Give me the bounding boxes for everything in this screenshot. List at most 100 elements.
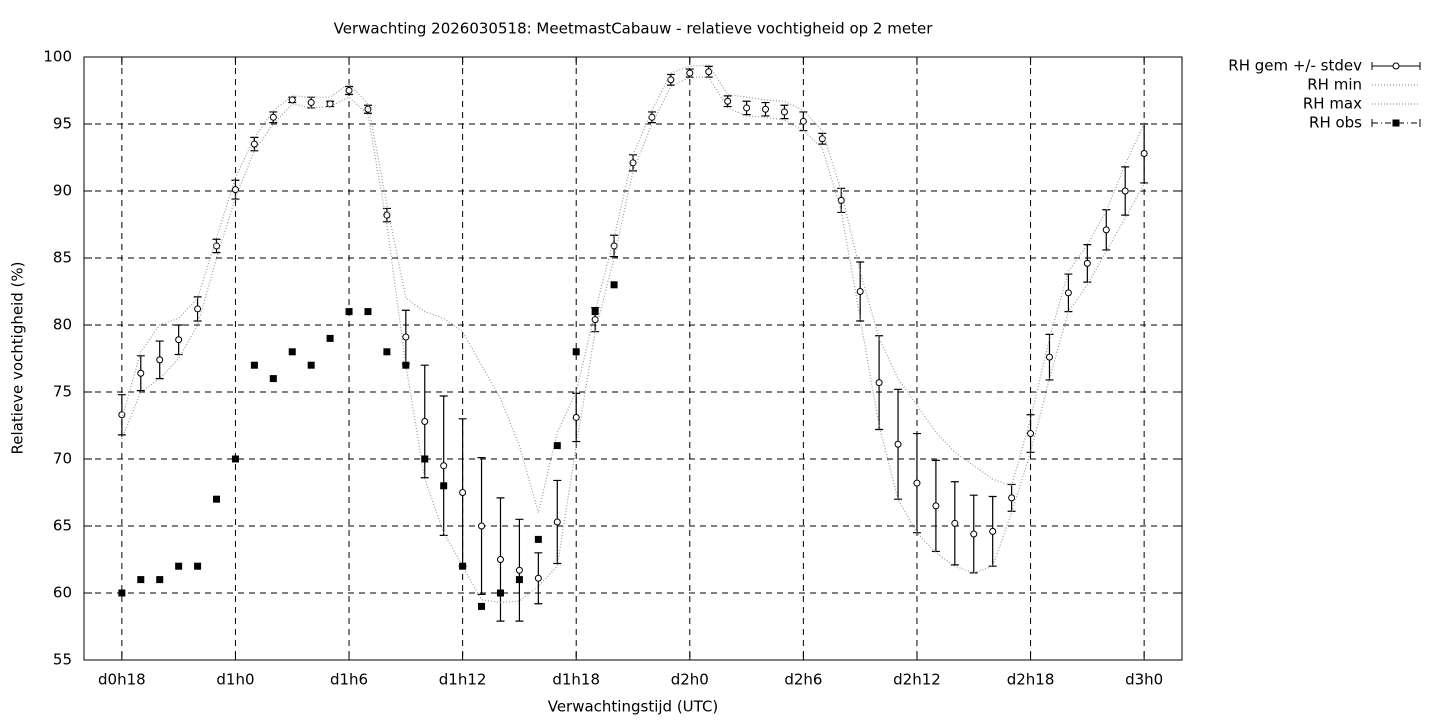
obs-point: [213, 495, 221, 503]
mean-point: [837, 196, 845, 204]
y-tick-label: 70: [53, 450, 72, 468]
mean-point: [175, 336, 183, 344]
mean-point: [743, 104, 751, 112]
obs-point: [156, 576, 164, 584]
mean-point: [856, 288, 864, 295]
legend-label: RH min: [1307, 76, 1362, 94]
mean-point: [591, 316, 599, 324]
obs-point: [345, 308, 353, 316]
legend-sample: [1392, 62, 1400, 70]
obs-point: [534, 535, 542, 543]
obs-point: [307, 361, 315, 369]
chart-title: Verwachting 2026030518: MeetmastCabauw -…: [334, 20, 934, 38]
mean-point: [231, 186, 239, 194]
obs-point: [515, 576, 523, 584]
mean-point: [364, 105, 372, 113]
obs-point: [610, 281, 618, 289]
x-tick-label: d1h0: [216, 671, 254, 689]
obs-point: [288, 348, 296, 356]
mean-point: [194, 305, 202, 313]
mean-point: [667, 76, 675, 84]
obs-point: [364, 308, 372, 316]
mean-point: [250, 140, 258, 148]
x-tick-label: d1h18: [552, 671, 600, 689]
mean-point: [137, 369, 145, 377]
mean-point: [799, 117, 807, 125]
y-tick-label: 100: [43, 48, 72, 66]
obs-point: [421, 455, 429, 463]
mean-point: [762, 105, 770, 113]
obs-point: [326, 334, 334, 342]
x-tick-label: d0h18: [98, 671, 146, 689]
range-line: [121, 64, 1145, 515]
mean-point: [459, 489, 467, 496]
mean-point: [478, 522, 486, 530]
mean-point: [326, 100, 334, 108]
plot-frame: [83, 56, 1183, 661]
mean-point: [440, 462, 448, 470]
y-tick-label: 65: [53, 517, 72, 535]
mean-point: [1140, 149, 1148, 157]
x-tick-label: d2h18: [1007, 671, 1055, 689]
mean-point: [1083, 259, 1091, 267]
obs-point: [175, 562, 183, 570]
y-axis-label: Relatieve vochtigheid (%): [9, 261, 27, 454]
mean-point: [1045, 353, 1053, 361]
mean-point: [932, 502, 940, 510]
obs-point: [137, 576, 145, 584]
x-tick-label: d2h6: [784, 671, 822, 689]
mean-point: [1008, 494, 1016, 502]
legend-sample: [1371, 119, 1421, 127]
obs-point: [572, 348, 580, 356]
obs-point: [118, 589, 126, 597]
obs-point: [553, 442, 561, 450]
mean-point: [1064, 289, 1072, 297]
mean-point: [383, 211, 391, 219]
legend-label: RH max: [1303, 95, 1362, 113]
obs-point: [478, 602, 486, 610]
mean-point: [345, 87, 353, 94]
obs-point: [496, 589, 504, 597]
y-tick-label: 95: [53, 115, 72, 133]
legend-label: RH gem +/- stdev: [1228, 57, 1362, 75]
x-tick-label: d1h12: [439, 671, 487, 689]
mean-point: [724, 97, 732, 105]
range-line: [121, 76, 1145, 603]
mean-point: [421, 417, 429, 425]
x-tick-label: d3h0: [1125, 671, 1163, 689]
x-tick-label: d2h12: [893, 671, 941, 689]
mean-point: [686, 69, 694, 77]
y-tick-label: 80: [53, 316, 72, 334]
obs-point: [591, 308, 599, 316]
x-tick-label: d2h0: [671, 671, 709, 689]
mean-point: [553, 518, 561, 526]
mean-point: [705, 68, 713, 76]
mean-point: [496, 556, 504, 563]
mean-point: [515, 566, 523, 574]
mean-point: [156, 356, 164, 364]
obs-point: [269, 375, 277, 383]
mean-point: [534, 574, 542, 582]
mean-point: [1121, 187, 1129, 195]
mean-point: [572, 413, 580, 421]
mean-point: [269, 113, 277, 121]
mean-point: [1027, 430, 1035, 438]
obs-point: [402, 361, 410, 369]
obs-point: [459, 562, 467, 570]
mean-point: [1102, 226, 1110, 234]
obs-point: [383, 348, 391, 356]
y-tick-label: 60: [53, 584, 72, 602]
mean-point: [402, 333, 410, 341]
x-tick-label: d1h6: [330, 671, 368, 689]
obs-point: [194, 562, 202, 570]
mean-point: [780, 108, 788, 116]
mean-point: [875, 379, 883, 387]
mean-point: [648, 113, 656, 121]
y-tick-label: 75: [53, 383, 72, 401]
legend-label: RH obs: [1309, 114, 1362, 132]
obs-point: [250, 361, 258, 369]
obs-point: [231, 455, 239, 463]
y-tick-label: 85: [53, 249, 72, 267]
